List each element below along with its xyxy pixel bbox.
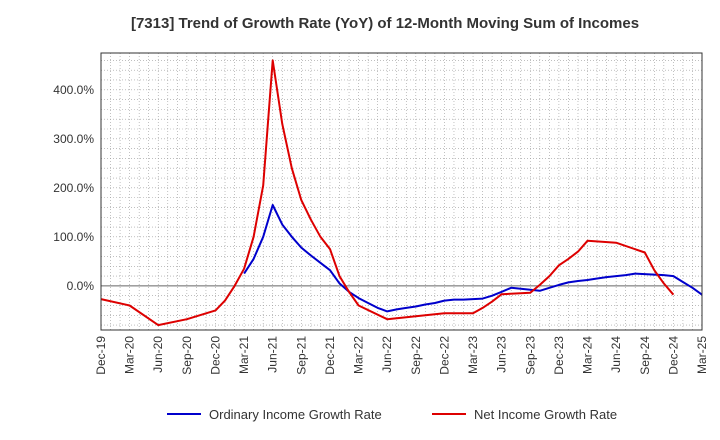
x-tick-label: Mar-22 — [352, 336, 366, 374]
x-tick-label: Jun-23 — [495, 336, 509, 373]
legend-label: Net Income Growth Rate — [474, 407, 617, 422]
ordinary-income-line — [243, 204, 703, 313]
net-income-line — [100, 59, 675, 327]
x-tick-label: Mar-25 — [695, 336, 709, 374]
x-tick-label: Sep-20 — [180, 336, 194, 375]
x-tick-label: Mar-20 — [123, 336, 137, 374]
x-tick-label: Dec-21 — [323, 336, 337, 375]
x-tick-label: Jun-20 — [151, 336, 165, 373]
x-tick-label: Dec-23 — [552, 336, 566, 375]
plot-frame — [100, 52, 703, 331]
x-tick-label: Mar-24 — [581, 336, 595, 374]
y-tick-label: 0.0% — [67, 279, 95, 293]
x-tick-label: Sep-24 — [638, 336, 652, 375]
x-tick-label: Dec-20 — [208, 336, 222, 375]
x-tick-label: Dec-22 — [437, 336, 451, 375]
x-tick-label: Sep-21 — [294, 336, 308, 375]
x-tick-label: Sep-23 — [523, 336, 537, 375]
grid — [101, 53, 702, 330]
x-tick-label: Mar-21 — [237, 336, 251, 374]
x-tick-label: Dec-19 — [94, 336, 108, 375]
x-tick-label: Jun-24 — [609, 336, 623, 373]
y-tick-label: 100.0% — [53, 230, 94, 244]
y-tick-label: 200.0% — [53, 181, 94, 195]
y-tick-label: 300.0% — [53, 132, 94, 146]
x-tick-label: Sep-22 — [409, 336, 423, 375]
y-tick-label: 400.0% — [53, 83, 94, 97]
chart-title: [7313] Trend of Growth Rate (YoY) of 12-… — [131, 15, 639, 32]
legend: Ordinary Income Growth Rate Net Income Gr… — [167, 407, 617, 422]
x-tick-label: Dec-24 — [666, 336, 680, 375]
legend-label: Ordinary Income Growth Rate — [209, 407, 382, 422]
x-tick-label: Mar-23 — [466, 336, 480, 374]
x-tick-label: Jun-22 — [380, 336, 394, 373]
series-layer — [100, 59, 703, 327]
axis-labels: 0.0% 100.0% 200.0% 300.0% 400.0% Dec-19 Mar-20… — [53, 83, 709, 375]
x-tick-label: Jun-21 — [266, 336, 280, 373]
